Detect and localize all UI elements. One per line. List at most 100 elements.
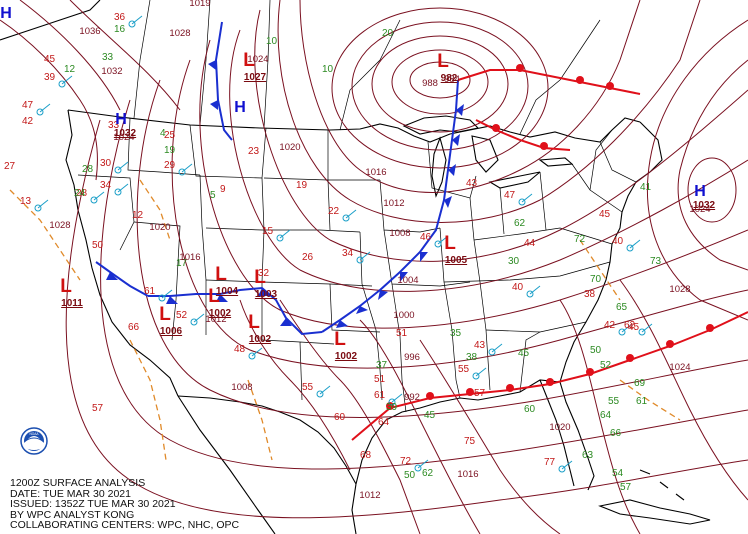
analysis-caption: 1200Z SURFACE ANALYSIS DATE: TUE MAR 30 2… bbox=[10, 478, 239, 531]
station-temperature: 45 bbox=[599, 209, 611, 220]
station-temperature: 33 bbox=[108, 120, 120, 131]
wind-barb bbox=[391, 393, 403, 403]
station-temperature: 64 bbox=[378, 417, 390, 428]
front-triangle bbox=[452, 134, 460, 146]
pacific-coastline bbox=[65, 109, 179, 397]
station-circle bbox=[58, 80, 66, 88]
caption-centers: COLLABORATING CENTERS: WPC, NHC, OPC bbox=[10, 519, 240, 532]
station-dewpoint: 52 bbox=[600, 360, 612, 371]
isobar-label: 1020 bbox=[149, 222, 170, 233]
low-pressure-value: 1002 bbox=[249, 334, 272, 345]
station-temperature: 26 bbox=[302, 252, 314, 263]
state-line bbox=[359, 231, 383, 401]
wind-barb bbox=[529, 285, 541, 295]
geographic-borders bbox=[0, 0, 711, 534]
isobar bbox=[559, 299, 641, 534]
station-dewpoint: 38 bbox=[466, 352, 478, 363]
front-triangle bbox=[420, 252, 428, 262]
low-pressure-letter: L bbox=[444, 233, 456, 254]
station-dewpoint: 63 bbox=[582, 450, 594, 461]
isobar bbox=[277, 0, 701, 223]
station-circle bbox=[626, 244, 634, 252]
front-bump bbox=[606, 82, 614, 90]
cold-front bbox=[148, 286, 323, 336]
station-dewpoint: 39 bbox=[386, 402, 398, 413]
station-temperature: 43 bbox=[474, 340, 486, 351]
isobar bbox=[279, 299, 421, 534]
station-temperature: 32 bbox=[258, 268, 270, 279]
low-pressure-letter: L bbox=[437, 51, 449, 72]
isobar bbox=[69, 0, 181, 111]
high-pressure-value: 1032 bbox=[693, 200, 716, 211]
station-dewpoint: 37 bbox=[376, 360, 388, 371]
isobar-low-ring bbox=[409, 61, 471, 99]
station-temperature: 50 bbox=[92, 240, 104, 251]
front-triangle bbox=[258, 288, 270, 296]
isobar bbox=[19, 0, 121, 111]
warm-front bbox=[475, 119, 571, 151]
station-dewpoint: 65 bbox=[616, 302, 628, 313]
station-temperature: 61 bbox=[144, 286, 156, 297]
high-pressure-letter: H bbox=[115, 111, 127, 128]
front-bump bbox=[426, 392, 434, 400]
wind-barb bbox=[561, 460, 573, 470]
trough-line bbox=[129, 339, 167, 461]
station-temperature: 46 bbox=[420, 232, 432, 243]
front-bump bbox=[466, 388, 474, 396]
province-line bbox=[133, 0, 151, 119]
isobar-label: 1024 bbox=[113, 132, 134, 143]
station-temperature: 75 bbox=[464, 436, 476, 447]
isobar bbox=[359, 319, 481, 534]
state-line bbox=[391, 283, 407, 413]
wind-barb bbox=[93, 191, 105, 201]
isobar-low-ring bbox=[331, 7, 549, 169]
station-dewpoint: 55 bbox=[608, 396, 620, 407]
state-line bbox=[443, 261, 611, 283]
station-temperature: 66 bbox=[128, 322, 140, 333]
low-pressure-letter: L bbox=[248, 312, 260, 333]
state-line bbox=[499, 171, 547, 235]
station-temperature: 52 bbox=[176, 310, 188, 321]
lake-michigan bbox=[431, 136, 447, 198]
front-bump bbox=[516, 64, 524, 72]
high-pressure-letter: H bbox=[694, 183, 706, 200]
wind-barb bbox=[641, 323, 653, 333]
isobar-label: 1008 bbox=[389, 228, 410, 239]
station-temperature: 62 bbox=[624, 320, 636, 331]
state-line bbox=[263, 130, 380, 231]
station-temperature: 51 bbox=[396, 328, 408, 339]
low-pressure-value: 1002 bbox=[335, 351, 358, 362]
wind-barb bbox=[161, 289, 173, 299]
station-circle bbox=[342, 214, 350, 222]
station-temperature: 28 bbox=[76, 188, 88, 199]
station-circle bbox=[558, 465, 566, 473]
trough-line bbox=[9, 189, 81, 281]
isobar bbox=[65, 119, 748, 519]
isobar-label: 996 bbox=[404, 352, 420, 363]
isobar-label: 1008 bbox=[231, 382, 252, 393]
isobar-label: 1016 bbox=[457, 469, 478, 480]
trough-line bbox=[619, 379, 681, 421]
wind-barb bbox=[521, 193, 533, 203]
station-circle bbox=[434, 240, 442, 248]
station-temperature: 55 bbox=[302, 382, 314, 393]
station-circle bbox=[414, 464, 422, 472]
us-mexico-border bbox=[177, 395, 357, 485]
state-line bbox=[199, 174, 207, 335]
station-dewpoint: 57 bbox=[620, 482, 632, 493]
station-dewpoint: 16 bbox=[114, 24, 126, 35]
station-dewpoint: 62 bbox=[514, 218, 526, 229]
low-pressure-letter: L bbox=[159, 304, 171, 325]
station-dewpoint: 20 bbox=[382, 28, 394, 39]
isobar-low-ring bbox=[371, 35, 509, 133]
station-temperature: 61 bbox=[374, 390, 386, 401]
logo-text: NOAA bbox=[29, 432, 39, 436]
trough-line bbox=[139, 179, 171, 241]
low-pressure-letter: L bbox=[215, 264, 227, 285]
station-circle bbox=[158, 294, 166, 302]
station-temperature: 40 bbox=[612, 236, 624, 247]
state-line bbox=[379, 179, 441, 233]
wind-barb bbox=[629, 239, 641, 249]
